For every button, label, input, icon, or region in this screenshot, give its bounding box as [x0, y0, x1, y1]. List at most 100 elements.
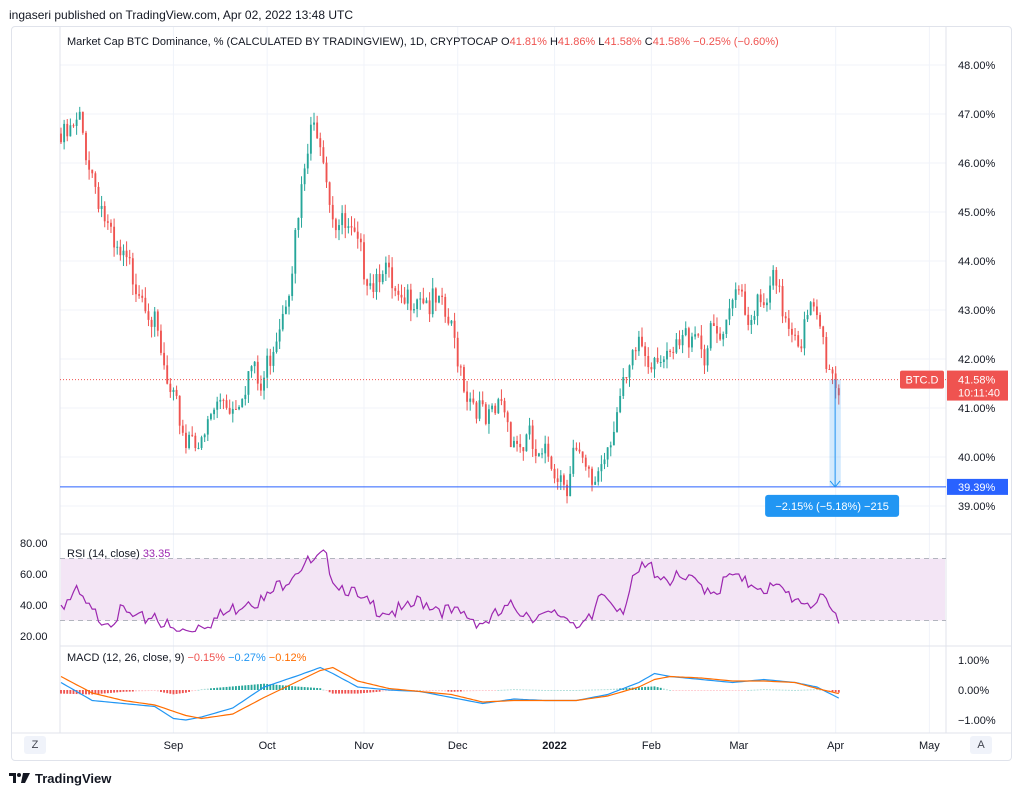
macd-histogram-bar	[344, 690, 347, 694]
legend-part: MACD (12, 26, close, 9)	[67, 652, 187, 664]
macd-histogram-bar	[110, 690, 112, 693]
macd-histogram-bar	[306, 687, 309, 690]
candle-body	[769, 285, 772, 303]
candle-body	[459, 366, 462, 368]
candle-body	[331, 204, 334, 220]
macd-histogram-bar	[194, 690, 197, 691]
candle-body	[719, 333, 722, 340]
rsi-tick-label: 20.00	[20, 631, 48, 643]
macd-histogram-bar	[453, 690, 456, 692]
macd-histogram-bar	[578, 689, 581, 691]
candle-body	[66, 123, 69, 137]
macd-histogram-bar	[569, 690, 572, 691]
candle-body	[141, 295, 144, 298]
candle-body	[550, 456, 553, 469]
macd-histogram-bar	[97, 690, 100, 694]
candle-body	[681, 335, 684, 346]
candle-body	[297, 217, 300, 230]
macd-histogram-bar	[781, 689, 784, 691]
candle-body	[147, 311, 150, 320]
macd-histogram-bar	[459, 690, 462, 692]
candle-body	[309, 124, 312, 154]
time-tick-label: May	[919, 740, 940, 752]
candle-body	[653, 357, 656, 370]
macd-histogram-bar	[222, 687, 225, 690]
macd-histogram-bar	[138, 690, 141, 692]
candle-body	[356, 231, 359, 239]
candle-body	[684, 328, 687, 336]
candle-body	[447, 316, 450, 324]
candle-body	[612, 431, 615, 446]
macd-histogram-bar	[734, 690, 737, 691]
macd-histogram-bar	[606, 689, 609, 691]
candle-body	[160, 330, 162, 353]
candle-body	[353, 227, 356, 232]
candle-body	[631, 350, 634, 366]
price-tick-label: 42.00%	[958, 354, 996, 366]
legend-part: −0.12%	[269, 652, 307, 664]
macd-histogram-bar	[150, 690, 153, 691]
macd-histogram-bar	[341, 690, 344, 694]
macd-histogram-bar	[450, 690, 453, 692]
candle-body	[825, 337, 828, 370]
candle-body	[119, 246, 122, 256]
macd-histogram-bar	[334, 690, 337, 694]
candle-body	[544, 443, 547, 454]
rsi-tick-label: 40.00	[20, 600, 48, 612]
candle-body	[662, 359, 665, 362]
candle-body	[697, 334, 700, 336]
macd-histogram-bar	[278, 685, 281, 690]
macd-histogram-bar	[637, 687, 640, 690]
candle-body	[778, 285, 781, 287]
candle-body	[644, 346, 647, 357]
candle-body	[441, 295, 444, 297]
macd-histogram-bar	[659, 687, 662, 690]
macd-histogram-bar	[566, 690, 568, 691]
macd-histogram-bar	[647, 686, 650, 690]
macd-histogram-bar	[431, 690, 434, 691]
macd-histogram-bar	[484, 690, 487, 691]
macd-histogram-bar	[328, 690, 331, 693]
candle-body	[128, 257, 131, 259]
candle-body	[753, 316, 756, 321]
candle-body	[81, 111, 84, 133]
macd-histogram-bar	[500, 689, 503, 691]
macd-histogram-bar	[272, 684, 275, 690]
macd-histogram-bar	[559, 690, 562, 691]
candles	[60, 106, 840, 504]
macd-histogram-bar	[284, 685, 287, 690]
macd-histogram-bar	[766, 689, 768, 691]
candle-body	[809, 302, 812, 316]
macd-histogram-bar	[300, 686, 303, 690]
macd-histogram-bar	[378, 690, 381, 692]
macd-histogram-bar	[634, 687, 637, 690]
macd-histogram-bar	[238, 685, 240, 690]
macd-histogram-bar	[625, 688, 628, 690]
auto-scale-button[interactable]: A	[970, 736, 992, 754]
macd-histogram-bar	[503, 689, 506, 691]
candle-body	[641, 336, 643, 347]
candle-body	[369, 283, 372, 286]
candle-body	[766, 302, 768, 306]
price-tick-label: 40.00%	[958, 452, 996, 464]
macd-histogram-bar	[815, 689, 818, 691]
candle-body	[413, 309, 415, 311]
macd-histogram-bar	[609, 688, 612, 690]
candle-body	[334, 219, 337, 231]
candle-body	[725, 319, 728, 334]
tradingview-logo-icon	[9, 773, 30, 783]
macd-histogram-bar	[434, 690, 437, 691]
zoom-out-button[interactable]: Z	[24, 736, 46, 754]
macd-histogram-bar	[288, 685, 290, 690]
macd-histogram-bar	[587, 689, 590, 691]
candle-body	[500, 399, 503, 401]
candle-body	[266, 355, 269, 378]
candle-body	[150, 319, 153, 327]
support-price-label: 39.39%	[958, 482, 996, 494]
candle-body	[216, 401, 219, 410]
candle-body	[234, 408, 237, 410]
candle-body	[444, 296, 447, 317]
macd-histogram-bar	[353, 690, 356, 694]
macd-tick-label: 1.00%	[958, 655, 989, 667]
